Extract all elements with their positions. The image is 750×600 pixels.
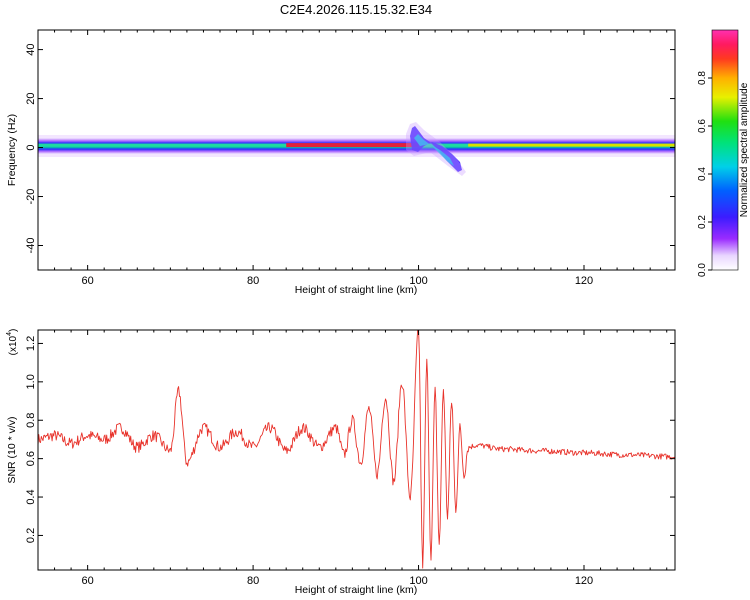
spectrogram-ylabel: Frequency (Hz) xyxy=(6,114,18,186)
y-tick-label: 20 xyxy=(25,92,37,104)
y-tick-label: 1.2 xyxy=(25,336,37,351)
snr-panel: 60 80 100 120 1.2 1.0 0.8 0.6 0.4 0.2 Height of s… xyxy=(6,329,676,596)
snr-frame xyxy=(37,329,676,571)
spectrogram-disturbance-halo xyxy=(406,122,466,176)
snr-axes: 60 80 100 120 1.2 1.0 0.8 0.6 0.4 0.2 xyxy=(25,330,675,587)
y-tick-label: -20 xyxy=(25,189,37,205)
colorbar: 0.0 0.2 0.4 0.6 0.8 Normalized spectral ampl… xyxy=(697,29,750,277)
snr-multiplier-suffix: ) xyxy=(8,329,19,332)
x-tick-label: 120 xyxy=(575,575,593,587)
colorbar-tick-label: 0.2 xyxy=(697,215,708,229)
x-tick-label: 80 xyxy=(247,275,259,287)
x-tick-label: 100 xyxy=(409,575,427,587)
x-tick-label: 100 xyxy=(409,275,427,287)
colorbar-tick-label: 0.4 xyxy=(697,167,708,181)
y-tick-label: 1.0 xyxy=(25,374,37,389)
snr-multiplier-exp: 4 xyxy=(6,332,13,336)
y-tick-label: 0.2 xyxy=(25,528,37,543)
snr-series-line xyxy=(38,330,675,569)
x-tick-label: 80 xyxy=(247,575,259,587)
x-tick-label: 60 xyxy=(82,275,94,287)
y-tick-label: 0 xyxy=(25,144,37,150)
spectrogram-axes: 60 80 100 120 40 20 0 -20 -40 xyxy=(25,30,675,287)
spectrogram-disturbance-core xyxy=(414,134,454,166)
snr-ylabel: SNR (10 * v/v) xyxy=(6,416,18,483)
snr-xlabel: Height of straight line (km) xyxy=(295,584,418,596)
y-tick-label: -40 xyxy=(25,238,37,254)
spectrogram-xlabel: Height of straight line (km) xyxy=(295,284,418,296)
snr-multiplier-base: (x10 xyxy=(8,335,19,355)
ridge-peak xyxy=(286,143,419,148)
figure-title: C2E4.2026.115.15.32.E34 xyxy=(280,2,432,17)
snr-plot-area xyxy=(38,330,675,570)
spectrogram-frame xyxy=(37,29,676,271)
colorbar-tick-label: 0.6 xyxy=(697,119,708,133)
colorbar-tick-label: 0.8 xyxy=(697,71,708,85)
colorbar-label: Normalized spectral amplitude xyxy=(739,82,750,217)
colorbar-axis: 0.0 0.2 0.4 0.6 0.8 xyxy=(697,29,739,277)
y-tick-label: 0.6 xyxy=(25,451,37,466)
spectrogram-ridge xyxy=(38,143,675,148)
colorbar-frame xyxy=(711,29,739,271)
colorbar-gradient xyxy=(712,30,738,270)
spectrogram-panel: 60 80 100 120 40 20 0 -20 -40 Height of straight… xyxy=(6,29,676,296)
y-tick-label: 0.8 xyxy=(25,413,37,428)
y-tick-label: 40 xyxy=(25,43,37,55)
snr-multiplier: (x104) xyxy=(6,329,19,356)
x-tick-label: 60 xyxy=(82,575,94,587)
x-tick-label: 120 xyxy=(575,275,593,287)
ridge-tail xyxy=(468,143,675,147)
colorbar-tick-label: 0.0 xyxy=(697,263,708,277)
y-tick-label: 0.4 xyxy=(25,489,37,504)
